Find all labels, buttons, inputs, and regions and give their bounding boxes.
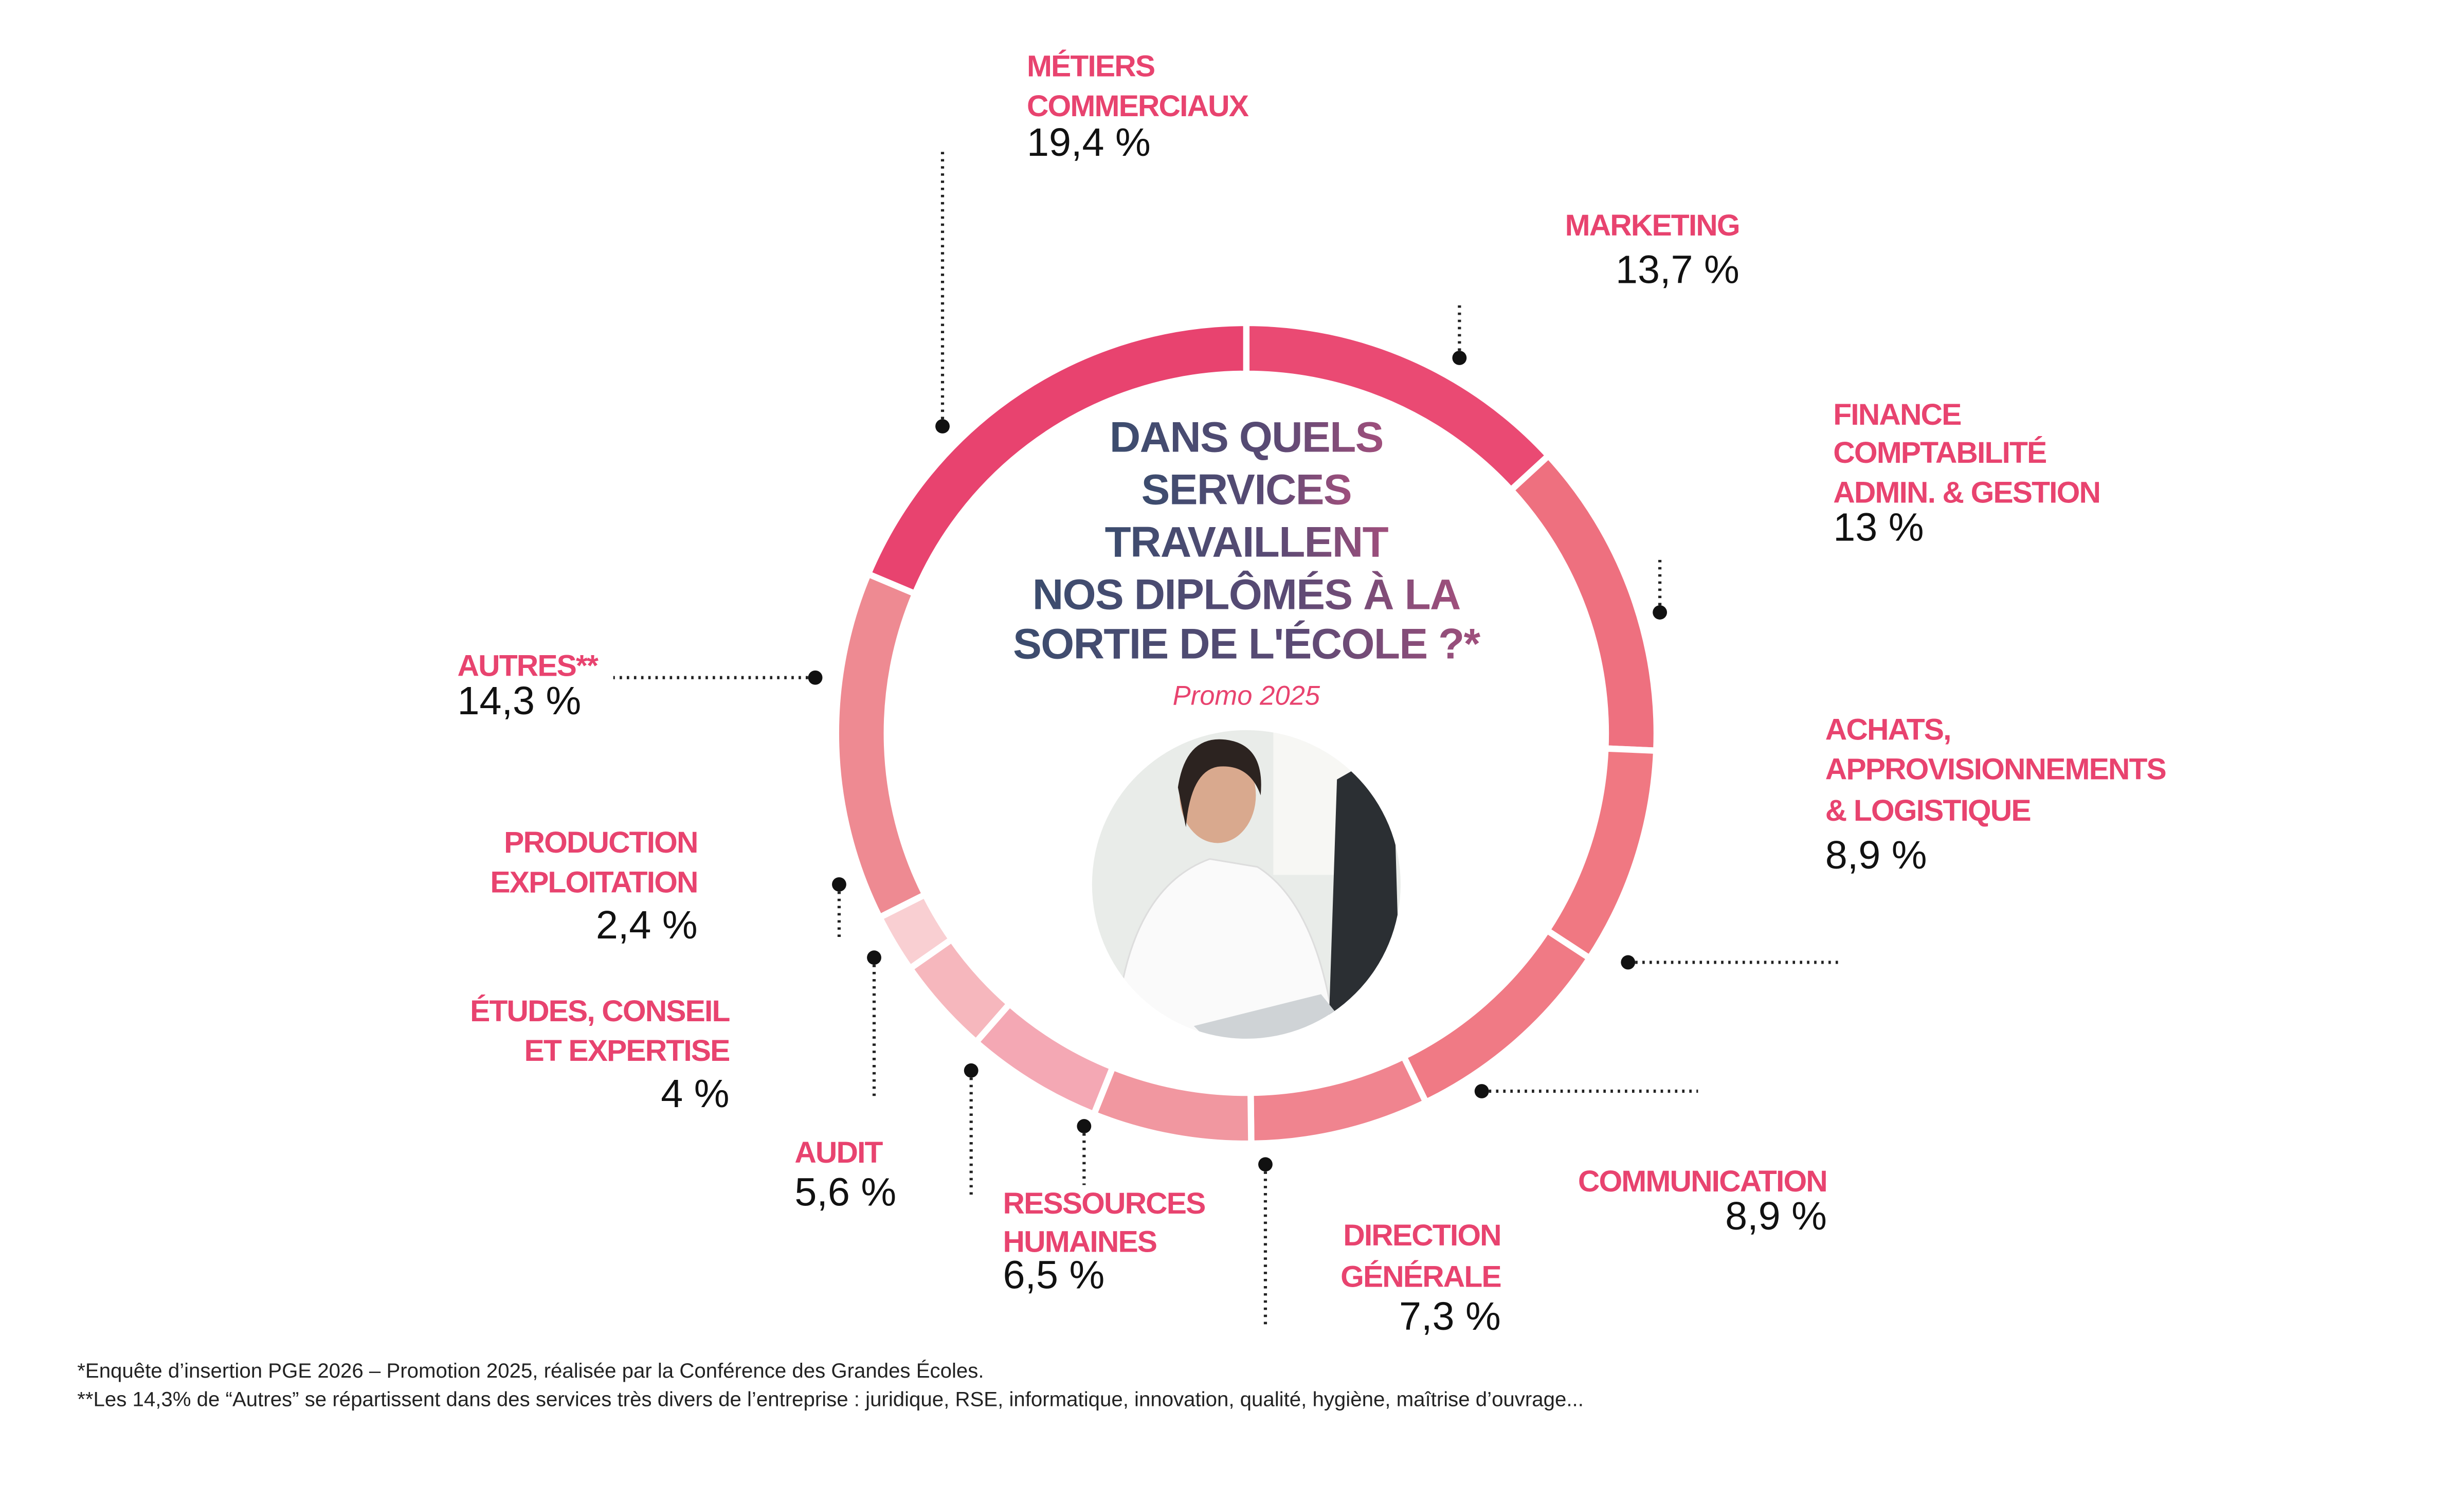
category-label: HUMAINES xyxy=(1003,1225,1157,1258)
leader-dot xyxy=(832,877,846,892)
leader-dot xyxy=(867,950,881,965)
category-label: & LOGISTIQUE xyxy=(1825,794,2031,827)
chart-title: DANS QUELS xyxy=(1110,413,1383,461)
category-label: ACHATS, xyxy=(1825,713,1951,746)
leader-dot xyxy=(1474,1084,1489,1098)
chart-title: NOS DIPLÔMÉS À LA xyxy=(1032,570,1460,619)
leader-dot xyxy=(808,670,823,685)
category-label: RESSOURCES xyxy=(1003,1187,1205,1220)
category-label: MÉTIERS xyxy=(1027,49,1154,83)
photo xyxy=(1092,730,1401,1039)
footnote: *Enquête d’insertion PGE 2026 – Promotio… xyxy=(77,1359,984,1382)
category-label: AUDIT xyxy=(794,1136,883,1169)
leader-dot xyxy=(1258,1157,1273,1172)
category-label: ÉTUDES, CONSEIL xyxy=(470,994,730,1028)
donut-segment xyxy=(1506,451,1660,754)
value-label: 4 % xyxy=(661,1072,729,1116)
value-label: 13,7 % xyxy=(1616,248,1740,292)
value-label: 19,4 % xyxy=(1027,120,1151,165)
category-label: COMMUNICATION xyxy=(1578,1165,1827,1198)
footnote: **Les 14,3% de “Autres” se répartissent … xyxy=(77,1387,1584,1411)
value-label: 8,9 % xyxy=(1725,1194,1827,1238)
donut-segment xyxy=(864,319,1250,598)
leader-dot xyxy=(1653,605,1668,620)
donut-segment xyxy=(832,570,930,922)
category-label: COMPTABILITÉ xyxy=(1833,436,2046,469)
leader-dot xyxy=(1621,955,1636,970)
value-label: 6,5 % xyxy=(1003,1253,1105,1297)
category-label: FINANCE xyxy=(1833,398,1961,431)
chart-title: SORTIE DE L'ÉCOLE ?* xyxy=(1013,620,1481,668)
category-label: ET EXPERTISE xyxy=(524,1034,730,1068)
category-label: PRODUCTION xyxy=(504,826,697,859)
donut-segment xyxy=(1399,926,1594,1107)
donut-segment xyxy=(1543,745,1660,963)
category-label: MARKETING xyxy=(1565,209,1740,242)
leader-dot xyxy=(964,1063,979,1078)
value-label: 5,6 % xyxy=(794,1170,896,1215)
value-label: 2,4 % xyxy=(596,903,698,947)
chart-title: TRAVAILLENT xyxy=(1105,518,1389,566)
category-label: EXPLOITATION xyxy=(490,865,697,899)
category-label: DIRECTION xyxy=(1343,1219,1501,1252)
value-label: 13 % xyxy=(1833,505,1924,550)
chart-title: SERVICES xyxy=(1142,465,1351,514)
category-label: COMMERCIAUX xyxy=(1027,89,1249,123)
category-label: ADMIN. & GESTION xyxy=(1833,476,2100,509)
donut-segment xyxy=(1247,1052,1430,1147)
chart-subtitle: Promo 2025 xyxy=(1173,680,1320,711)
leader-dot xyxy=(1077,1119,1092,1133)
value-label: 14,3 % xyxy=(458,679,582,723)
value-label: 7,3 % xyxy=(1399,1294,1501,1339)
leader-dot xyxy=(1452,351,1467,365)
category-label: APPROVISIONNEMENTS xyxy=(1825,753,2166,786)
category-label: GÉNÉRALE xyxy=(1340,1259,1501,1293)
leader-dot xyxy=(935,419,950,433)
donut-segment xyxy=(1090,1063,1255,1147)
category-label: AUTRES** xyxy=(458,649,599,683)
value-label: 8,9 % xyxy=(1825,833,1927,877)
